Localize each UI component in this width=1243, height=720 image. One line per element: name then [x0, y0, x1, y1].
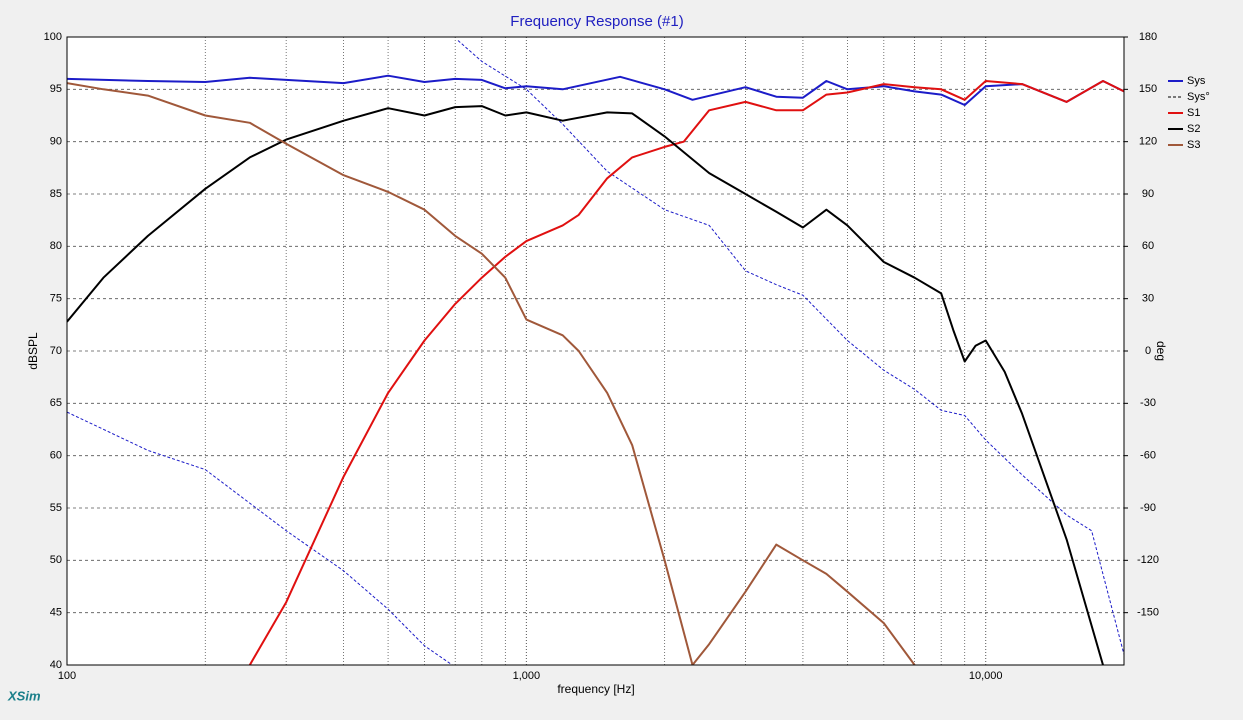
y2-tick-label: -90 — [1140, 502, 1156, 514]
y2-tick-label: 150 — [1139, 83, 1157, 95]
y-tick-label: 70 — [50, 345, 62, 357]
series-line — [67, 82, 916, 665]
legend-label: S2 — [1187, 123, 1200, 135]
y-tick-label: 80 — [50, 240, 62, 252]
series-line — [67, 74, 1124, 106]
y2-tick-label: -120 — [1137, 554, 1159, 566]
legend-label: S1 — [1187, 107, 1200, 119]
x-axis-label: frequency [Hz] — [557, 682, 634, 696]
y2-tick-label: 60 — [1142, 240, 1154, 252]
y-tick-label: 100 — [44, 31, 62, 43]
y2-axis-label: deg — [1154, 341, 1168, 361]
y2-tick-label: -30 — [1140, 397, 1156, 409]
y-axis-label: dBSPL — [26, 332, 40, 370]
chart-title: Frequency Response (#1) — [510, 13, 683, 30]
y2-tick-label: 120 — [1139, 136, 1157, 148]
y-tick-label: 60 — [50, 450, 62, 462]
legend-label: Sys° — [1187, 91, 1210, 103]
y2-tick-label: 30 — [1142, 293, 1154, 305]
series-line — [67, 40, 1124, 665]
x-tick-label: 100 — [58, 670, 76, 682]
y2-tick-label: 180 — [1139, 31, 1157, 43]
y2-tick-label: -150 — [1137, 607, 1159, 619]
y-tick-label: 55 — [50, 502, 62, 514]
y2-tick-label: -60 — [1140, 450, 1156, 462]
y-tick-label: 45 — [50, 607, 62, 619]
series-line — [248, 80, 1124, 665]
series-line — [67, 105, 1104, 665]
y-tick-label: 85 — [50, 188, 62, 200]
y-tick-label: 95 — [50, 83, 62, 95]
plot-border — [66, 36, 1125, 666]
y-tick-label: 75 — [50, 293, 62, 305]
x-tick-label: 10,000 — [969, 670, 1003, 682]
x-tick-label: 1,000 — [513, 670, 541, 682]
y-tick-label: 65 — [50, 397, 62, 409]
legend-label: S3 — [1187, 139, 1200, 151]
y2-tick-label: 0 — [1145, 345, 1151, 357]
y-tick-label: 50 — [50, 554, 62, 566]
brand: XSim — [7, 688, 41, 703]
legend-label: Sys — [1187, 75, 1206, 87]
y2-tick-label: 90 — [1142, 188, 1154, 200]
y-tick-label: 40 — [50, 659, 62, 671]
y-tick-label: 90 — [50, 136, 62, 148]
